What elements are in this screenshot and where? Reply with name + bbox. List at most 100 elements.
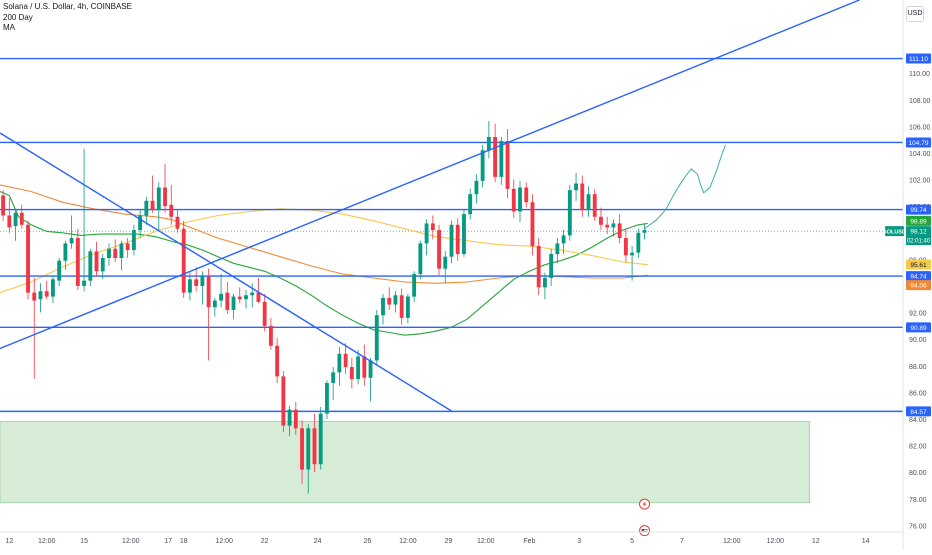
candle[interactable] — [318, 406, 323, 470]
candle[interactable] — [57, 258, 62, 286]
candle[interactable] — [225, 281, 230, 314]
candle[interactable] — [536, 238, 541, 296]
candle[interactable] — [107, 243, 111, 266]
candle[interactable] — [599, 207, 603, 231]
candle[interactable] — [381, 293, 385, 325]
candle[interactable] — [312, 413, 317, 473]
candle[interactable] — [586, 186, 591, 217]
moving-average-line-1[interactable] — [0, 190, 648, 336]
candle[interactable] — [430, 215, 435, 240]
candle[interactable] — [462, 210, 466, 257]
price-label-box[interactable] — [906, 406, 931, 417]
candle[interactable] — [256, 277, 261, 304]
candle[interactable] — [592, 188, 597, 221]
candle[interactable] — [138, 210, 143, 239]
candle[interactable] — [82, 148, 87, 292]
candle[interactable] — [219, 273, 224, 308]
candle[interactable] — [356, 349, 361, 385]
candle[interactable] — [237, 287, 242, 304]
candle[interactable] — [486, 121, 491, 159]
candle[interactable] — [200, 271, 205, 305]
candle[interactable] — [306, 424, 311, 494]
candle[interactable] — [424, 219, 429, 256]
candle[interactable] — [617, 214, 622, 244]
candle[interactable] — [194, 267, 199, 292]
candle[interactable] — [580, 175, 585, 217]
candle[interactable] — [88, 248, 93, 286]
projection-path[interactable] — [644, 144, 726, 230]
candle[interactable] — [561, 230, 566, 255]
candle[interactable] — [542, 272, 547, 300]
candle[interactable] — [125, 238, 130, 259]
candle[interactable] — [262, 293, 267, 332]
candle[interactable] — [169, 184, 174, 225]
price-label-box[interactable] — [906, 215, 931, 226]
candle[interactable] — [337, 347, 342, 386]
candle[interactable] — [100, 254, 105, 280]
candle[interactable] — [268, 317, 273, 350]
price-label-box[interactable] — [906, 259, 931, 270]
candle[interactable] — [94, 242, 99, 277]
candle[interactable] — [281, 371, 286, 433]
candle[interactable] — [175, 210, 180, 233]
candle[interactable] — [399, 288, 404, 325]
candle[interactable] — [1, 190, 6, 221]
candle[interactable] — [131, 224, 136, 256]
candle[interactable] — [212, 297, 217, 317]
candle[interactable] — [511, 179, 516, 219]
price-label-box[interactable] — [906, 137, 931, 148]
candle[interactable] — [524, 182, 529, 208]
candle[interactable] — [468, 188, 473, 220]
candle[interactable] — [455, 218, 460, 261]
candle[interactable] — [642, 223, 647, 240]
moving-average-line-3[interactable] — [0, 208, 648, 294]
candle[interactable] — [549, 248, 554, 286]
candle[interactable] — [505, 129, 510, 199]
candle[interactable] — [437, 224, 441, 276]
support-zone[interactable] — [0, 421, 810, 504]
candle[interactable] — [275, 337, 280, 384]
candle[interactable] — [244, 289, 248, 309]
candle[interactable] — [605, 216, 610, 235]
candle[interactable] — [156, 182, 161, 232]
currency-button[interactable]: USD — [906, 6, 924, 22]
candle[interactable] — [368, 357, 373, 402]
candle[interactable] — [7, 198, 12, 233]
candle[interactable] — [69, 215, 74, 249]
price-label-box[interactable] — [906, 322, 931, 333]
candle[interactable] — [119, 240, 124, 270]
price-label-box[interactable] — [906, 280, 931, 291]
candle[interactable] — [287, 405, 292, 437]
candle[interactable] — [518, 180, 522, 223]
lightning-icon[interactable] — [639, 498, 651, 510]
candle[interactable] — [325, 380, 329, 419]
candle[interactable] — [13, 208, 18, 241]
candle[interactable] — [418, 240, 423, 280]
candle[interactable] — [150, 175, 155, 213]
symbol-tag-box[interactable] — [885, 226, 904, 237]
last-price-box[interactable] — [906, 226, 931, 246]
candle[interactable] — [530, 194, 535, 256]
candle[interactable] — [206, 268, 211, 361]
candle[interactable] — [343, 343, 348, 374]
indicator-legend-ma[interactable]: MA — [3, 23, 15, 32]
price-label-box[interactable] — [906, 271, 931, 282]
candle[interactable] — [387, 287, 392, 310]
candle[interactable] — [574, 172, 578, 201]
candle[interactable] — [412, 271, 417, 302]
candle[interactable] — [331, 367, 336, 401]
candle[interactable] — [144, 196, 149, 225]
candle[interactable] — [480, 144, 485, 188]
candle[interactable] — [231, 293, 236, 320]
candle[interactable] — [630, 246, 635, 281]
trendline-1[interactable] — [0, 132, 452, 412]
candle[interactable] — [474, 174, 479, 204]
candle[interactable] — [405, 293, 410, 324]
candle[interactable] — [362, 344, 367, 386]
candle[interactable] — [163, 163, 167, 213]
candle[interactable] — [63, 240, 68, 270]
candle[interactable] — [567, 184, 572, 241]
candle[interactable] — [75, 228, 80, 290]
candle[interactable] — [623, 228, 628, 263]
